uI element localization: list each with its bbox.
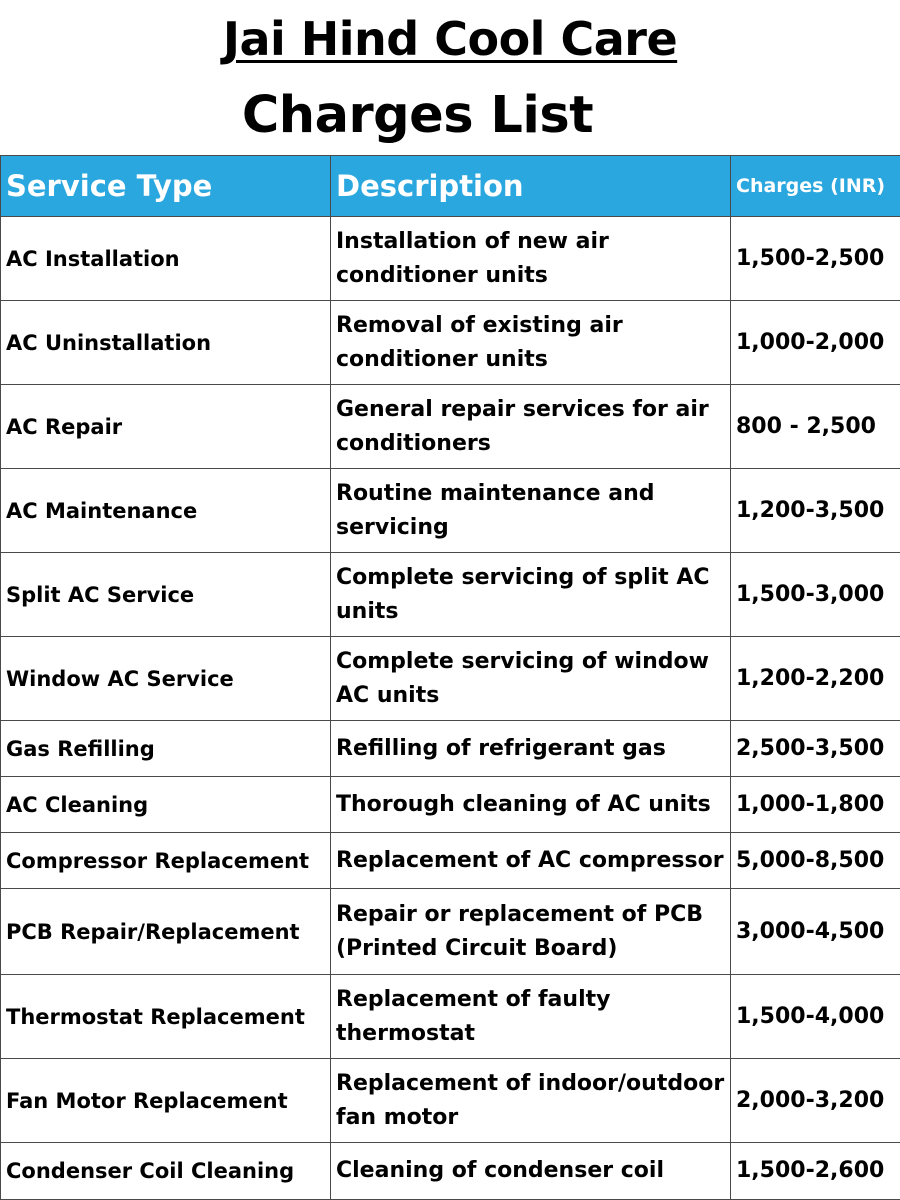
description-cell: Refilling of refrigerant gas [330, 720, 731, 777]
table-row: AC Installation Installation of new air … [0, 216, 900, 301]
charges-cell: 1,000-1,800 [730, 776, 900, 833]
service-type-cell: AC Repair [0, 384, 331, 469]
table-row: AC Uninstallation Removal of existing ai… [0, 300, 900, 385]
service-type-cell: AC Maintenance [0, 468, 331, 553]
service-type-cell: PCB Repair/Replacement [0, 888, 331, 975]
table-row: Condenser Coil Cleaning Cleaning of cond… [0, 1142, 900, 1200]
description-cell: Complete servicing of window AC units [330, 636, 731, 721]
service-type-cell: Condenser Coil Cleaning [0, 1142, 331, 1200]
description-cell: Thorough cleaning of AC units [330, 776, 731, 833]
description-cell: Repair or replacement of PCB (Printed Ci… [330, 888, 731, 975]
service-type-cell: AC Installation [0, 216, 331, 301]
column-header-description: Description [330, 155, 731, 217]
charges-cell: 1,500-4,000 [730, 974, 900, 1059]
table-row: Gas Refilling Refilling of refrigerant g… [0, 720, 900, 777]
table-row: Window AC Service Complete servicing of … [0, 636, 900, 721]
service-type-cell: Compressor Replacement [0, 832, 331, 889]
table-row: Compressor Replacement Replacement of AC… [0, 832, 900, 889]
charges-cell: 3,000-4,500 [730, 888, 900, 975]
table-header-row: Service Type Description Charges (INR) [0, 155, 900, 217]
charges-cell: 1,200-3,500 [730, 468, 900, 553]
column-header-charges: Charges (INR) [730, 155, 900, 217]
charges-cell: 1,200-2,200 [730, 636, 900, 721]
service-type-cell: Thermostat Replacement [0, 974, 331, 1059]
charges-cell: 1,500-3,000 [730, 552, 900, 637]
service-type-cell: Fan Motor Replacement [0, 1058, 331, 1143]
charges-cell: 1,500-2,500 [730, 216, 900, 301]
description-cell: Installation of new air conditioner unit… [330, 216, 731, 301]
column-header-service-type: Service Type [0, 155, 331, 217]
description-cell: Routine maintenance and servicing [330, 468, 731, 553]
description-cell: Replacement of indoor/outdoor fan motor [330, 1058, 731, 1143]
table-row: Fan Motor Replacement Replacement of ind… [0, 1058, 900, 1143]
page-title: Charges List [241, 86, 594, 145]
description-cell: Replacement of faulty thermostat [330, 974, 731, 1059]
table-row: PCB Repair/Replacement Repair or replace… [0, 888, 900, 975]
description-cell: Cleaning of condenser coil [330, 1142, 731, 1200]
description-cell: General repair services for air conditio… [330, 384, 731, 469]
charges-cell: 2,500-3,500 [730, 720, 900, 777]
service-type-cell: Split AC Service [0, 552, 331, 637]
service-type-cell: AC Cleaning [0, 776, 331, 833]
charges-cell: 1,500-2,600 [730, 1142, 900, 1200]
description-cell: Complete servicing of split AC units [330, 552, 731, 637]
table-row: AC Cleaning Thorough cleaning of AC unit… [0, 776, 900, 833]
charges-cell: 5,000-8,500 [730, 832, 900, 889]
charges-table: Service Type Description Charges (INR) A… [0, 155, 900, 1200]
table-row: AC Repair General repair services for ai… [0, 384, 900, 469]
description-cell: Removal of existing air conditioner unit… [330, 300, 731, 385]
table-row: AC Maintenance Routine maintenance and s… [0, 468, 900, 553]
charges-cell: 1,000-2,000 [730, 300, 900, 385]
service-type-cell: Gas Refilling [0, 720, 331, 777]
table-row: Thermostat Replacement Replacement of fa… [0, 974, 900, 1059]
description-cell: Replacement of AC compressor [330, 832, 731, 889]
business-name: Jai Hind Cool Care [222, 12, 678, 66]
service-type-cell: AC Uninstallation [0, 300, 331, 385]
table-row: Split AC Service Complete servicing of s… [0, 552, 900, 637]
charges-cell: 800 - 2,500 [730, 384, 900, 469]
service-type-cell: Window AC Service [0, 636, 331, 721]
charges-cell: 2,000-3,200 [730, 1058, 900, 1143]
